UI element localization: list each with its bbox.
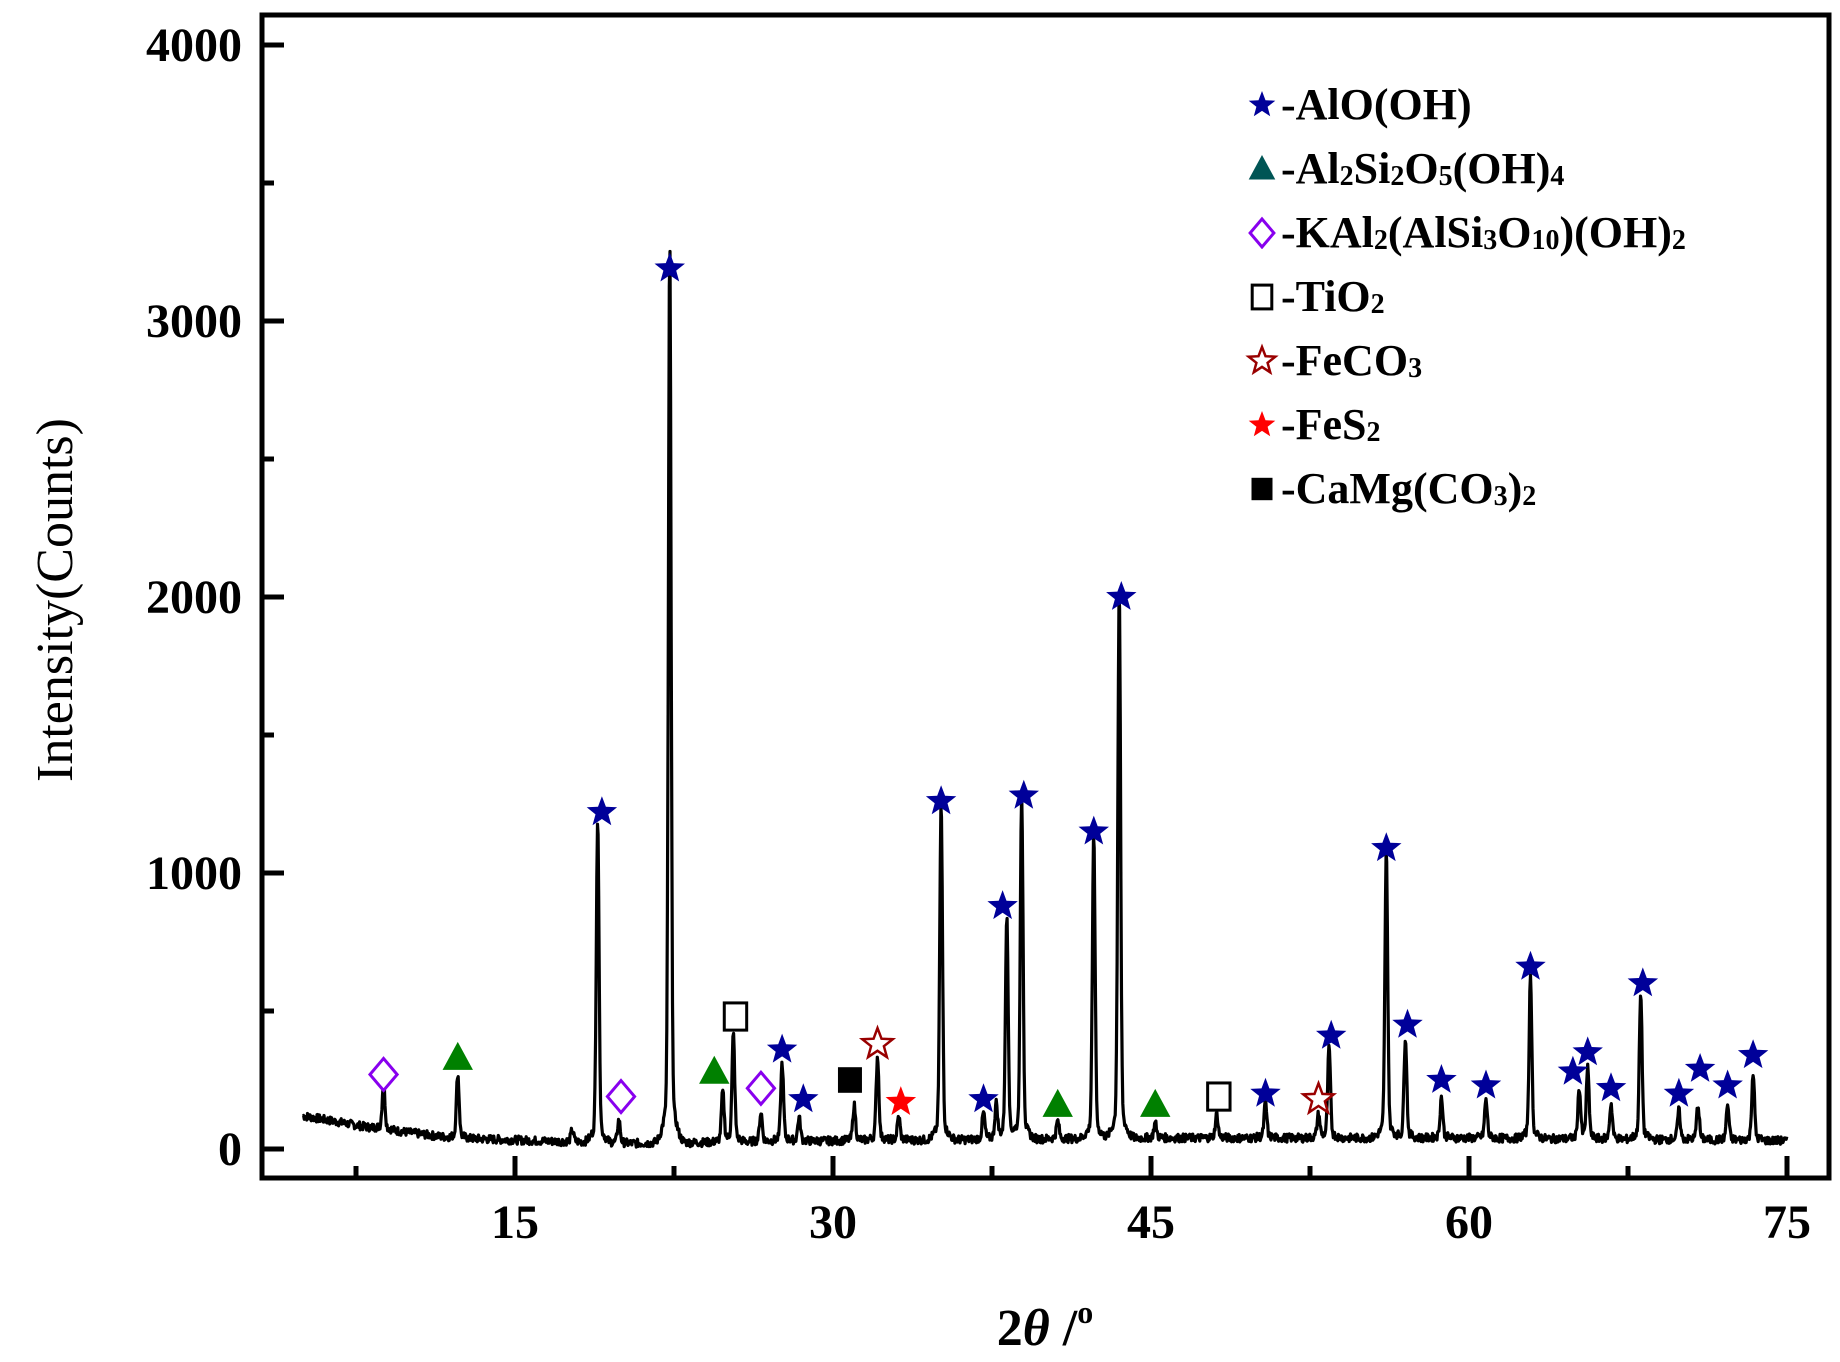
open-square-icon: [722, 1001, 749, 1032]
filled-star-icon: [1106, 581, 1137, 610]
filled-star-icon: [1684, 1053, 1716, 1082]
y-tick-label: 1000: [146, 847, 242, 900]
filled-star-icon: [1008, 779, 1039, 809]
open-square-icon: [1206, 1081, 1232, 1112]
y-tick-label: 4000: [146, 19, 242, 72]
filled-star-icon: [1515, 950, 1546, 980]
y-tick-label: 0: [218, 1123, 242, 1176]
legend-label: -TiO2: [1281, 271, 1385, 321]
x-tick-label: 45: [1127, 1196, 1175, 1249]
red-star-icon: [1248, 411, 1276, 437]
filled-star-icon: [1078, 815, 1109, 845]
legend-item: -Al2Si2O5(OH)4: [1245, 136, 1686, 200]
phase-markers: [367, 252, 1769, 1117]
filled-triangle-icon: [1042, 1088, 1073, 1117]
red-star-icon: [885, 1086, 917, 1115]
y-axis: 0 1000 2000 3000 4000: [146, 19, 284, 1176]
filled-star-icon: [1595, 1072, 1627, 1102]
filled-star-icon: [1663, 1077, 1695, 1107]
filled-star-icon: [1392, 1008, 1423, 1038]
filled-star-icon: [1572, 1036, 1603, 1066]
filled-star-icon: [788, 1083, 819, 1113]
legend-label: -AlO(OH): [1281, 79, 1472, 129]
filled-star-icon: [1627, 967, 1659, 997]
x-tick-label: 30: [809, 1196, 857, 1249]
filled-square-icon: [1251, 477, 1273, 501]
filled-star-icon: [1557, 1055, 1589, 1085]
legend-item: -CaMg(CO3)2: [1245, 456, 1686, 520]
filled-star-icon: [654, 252, 685, 282]
filled-star-icon: [1316, 1019, 1347, 1049]
filled-star-icon: [1371, 832, 1402, 862]
red-star-icon: [1248, 411, 1276, 437]
open-star-icon: [1245, 343, 1279, 376]
x-tick-label: 15: [491, 1196, 539, 1249]
xrd-pattern-line: [301, 249, 1789, 1149]
filled-triangle-icon: [442, 1041, 473, 1070]
legend-label: -FeS2: [1281, 399, 1381, 449]
filled-star-icon: [968, 1083, 999, 1113]
filled-square-icon: [837, 1067, 862, 1093]
y-axis-title: Intensity(Counts): [27, 418, 84, 782]
filled-star-icon: [925, 785, 957, 815]
open-diamond-icon: [367, 1056, 400, 1093]
filled-star-icon: [1250, 1077, 1281, 1107]
legend-item: -TiO2: [1245, 264, 1686, 328]
open-diamond-icon: [1248, 216, 1276, 249]
filled-square-icon: [1251, 477, 1273, 501]
filled-star-icon: [586, 796, 618, 826]
x-axis: 15 30 45 60 75: [353, 1156, 1811, 1249]
filled-triangle-icon: [1248, 155, 1276, 180]
filled-star-icon: [987, 890, 1018, 920]
open-diamond-icon: [745, 1069, 777, 1107]
filled-star-icon: [1426, 1064, 1457, 1093]
x-axis-title: 2θ /o: [997, 1294, 1093, 1357]
open-star-icon: [858, 1024, 897, 1061]
open-star-icon: [1299, 1079, 1338, 1116]
open-square-icon: [1250, 283, 1274, 311]
filled-star-icon: [1712, 1069, 1743, 1099]
legend-label: -KAl2(AlSi3O10)(OH)2: [1281, 207, 1686, 257]
y-tick-label: 3000: [146, 295, 242, 348]
legend: -AlO(OH) -Al2Si2O5(OH)4 -KAl2(AlSi3O10)(OH…: [1245, 72, 1686, 520]
legend-label: -CaMg(CO3)2: [1281, 463, 1537, 513]
legend-label: -Al2Si2O5(OH)4: [1281, 143, 1565, 193]
legend-item: -AlO(OH): [1245, 72, 1686, 136]
filled-triangle-icon: [1248, 155, 1276, 180]
filled-star-icon: [1470, 1069, 1502, 1099]
open-diamond-icon: [605, 1078, 637, 1115]
x-tick-label: 75: [1763, 1196, 1811, 1249]
x-tick-label: 60: [1445, 1196, 1493, 1249]
legend-item: -FeS2: [1245, 392, 1686, 456]
filled-star-icon: [766, 1033, 798, 1063]
y-tick-label: 2000: [146, 571, 242, 624]
filled-star-icon: [1248, 91, 1276, 117]
open-star-icon: [1245, 343, 1279, 376]
legend-item: -KAl2(AlSi3O10)(OH)2: [1245, 200, 1686, 264]
legend-label: -FeCO3: [1281, 335, 1423, 385]
legend-item: -FeCO3: [1245, 328, 1686, 392]
open-square-icon: [1250, 283, 1274, 311]
filled-star-icon: [1248, 91, 1276, 117]
open-diamond-icon: [1248, 216, 1276, 249]
filled-triangle-icon: [1140, 1088, 1171, 1117]
filled-star-icon: [1737, 1039, 1769, 1069]
filled-triangle-icon: [699, 1055, 730, 1084]
